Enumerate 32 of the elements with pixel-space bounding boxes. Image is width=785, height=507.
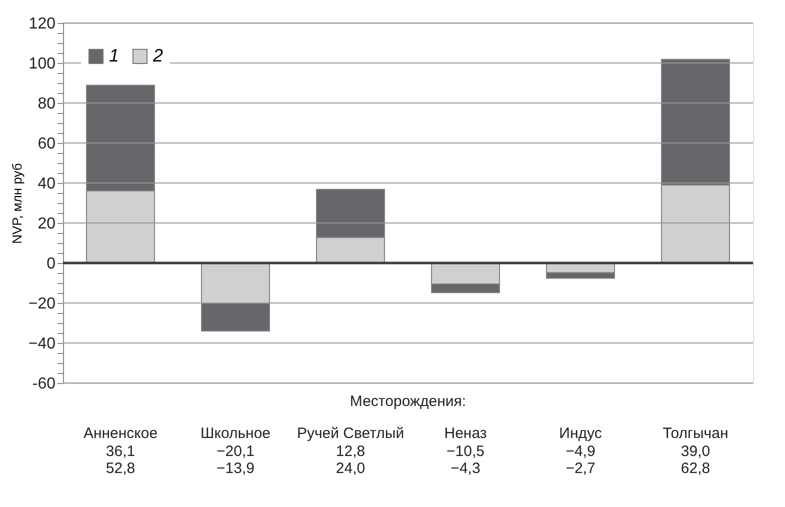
x-tick-label: Индус [559,425,602,442]
y-tick-label: 80 [38,96,56,112]
y-tick-label: −20 [28,296,56,312]
x-tick-label: Ручей Светлый [296,425,404,442]
x-tick-label: Анненское [83,425,158,442]
y-tick-label: 60 [38,136,56,152]
data-label: 39,0 [680,443,710,460]
data-label: 24,0 [336,460,366,477]
data-label: −13,9 [216,460,254,477]
y-tick-label: 0 [46,256,56,272]
data-label: −4,9 [566,443,596,460]
data-label: 12,8 [336,443,366,460]
data-label: −2,7 [566,460,596,477]
data-label: 52,8 [106,460,136,477]
y-tick-label: −40 [28,336,56,352]
data-label: 62,8 [680,460,710,477]
legend-label: 1 [109,45,120,66]
y-tick-label: -60 [32,376,56,392]
y-axis-title: NVP, млн руб [9,163,24,244]
data-label: −4,3 [450,460,480,477]
x-tick-label: Толгычан [662,425,728,442]
data-label: −10,5 [446,443,484,460]
x-tick-label: Неназ [444,425,487,442]
y-tick-label: 20 [38,216,56,232]
x-axis-title: Месторождения: [350,393,466,410]
y-tick-label: 120 [28,16,56,32]
legend-label: 2 [152,45,164,66]
data-label: 36,1 [106,443,136,460]
data-label: −20,1 [216,443,254,460]
y-tick-label: 100 [28,56,56,72]
x-tick-label: Школьное [200,425,271,442]
y-tick-label: 40 [38,176,56,192]
